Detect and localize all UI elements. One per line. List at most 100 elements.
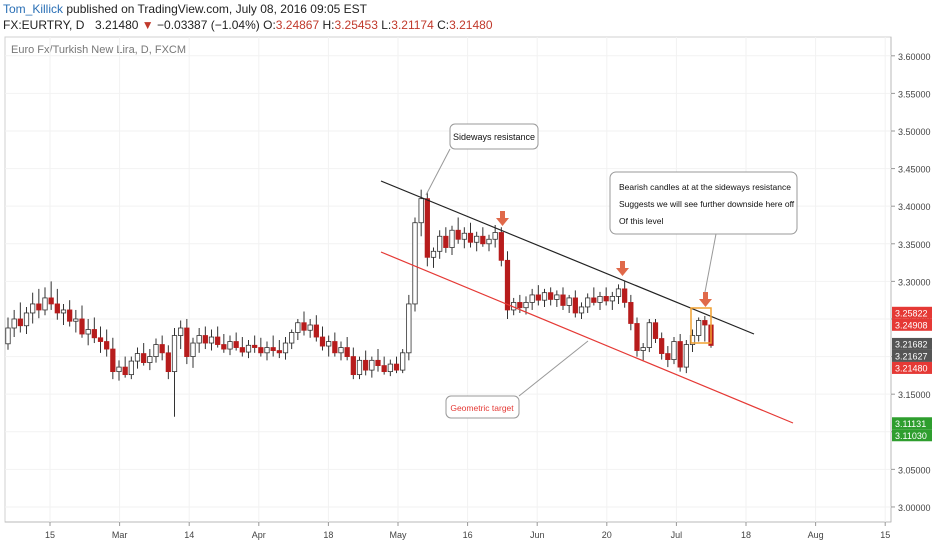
bearish-candle[interactable] [498, 227, 504, 267]
bearish-candle[interactable] [276, 340, 282, 359]
bearish-candle[interactable] [652, 318, 659, 344]
bearish-candle[interactable] [677, 334, 683, 372]
callout-sideways-resistance[interactable] [449, 123, 539, 150]
bullish-candle[interactable] [326, 335, 332, 357]
bearish-candle[interactable] [159, 335, 165, 361]
down-arrow-icon[interactable] [699, 292, 712, 307]
bullish-candle[interactable] [289, 329, 295, 350]
bullish-candle[interactable] [671, 337, 677, 365]
bullish-candle[interactable] [640, 343, 646, 361]
callout-geometric-target[interactable] [445, 395, 520, 419]
bullish-candle[interactable] [646, 318, 652, 353]
bearish-candle[interactable] [659, 332, 665, 360]
bullish-candle[interactable] [566, 294, 572, 313]
down-arrow-icon[interactable] [616, 261, 629, 276]
bullish-candle[interactable] [486, 234, 492, 252]
bearish-candle[interactable] [504, 251, 511, 319]
bullish-candle[interactable] [529, 288, 535, 310]
bearish-candle[interactable] [239, 337, 245, 357]
bullish-candle[interactable] [295, 318, 301, 341]
bearish-candle[interactable] [110, 337, 116, 380]
target-trendline[interactable] [380, 251, 794, 424]
bullish-candle[interactable] [116, 360, 122, 381]
bearish-candle[interactable] [215, 326, 221, 348]
bullish-candle[interactable] [492, 224, 498, 248]
bearish-candle[interactable] [258, 337, 264, 357]
bearish-candle[interactable] [141, 343, 147, 366]
bullish-candle[interactable] [282, 337, 289, 360]
bearish-candle[interactable] [560, 287, 566, 310]
bullish-candle[interactable] [696, 317, 702, 342]
bearish-candle[interactable] [313, 315, 319, 342]
bullish-candle[interactable] [227, 335, 233, 356]
bullish-candle[interactable] [60, 303, 67, 325]
bullish-candle[interactable] [196, 328, 202, 353]
bearish-candle[interactable] [702, 315, 708, 342]
bearish-candle[interactable] [104, 329, 110, 357]
bullish-candle[interactable] [597, 291, 603, 310]
bearish-candle[interactable] [393, 356, 400, 374]
bullish-candle[interactable] [615, 284, 622, 304]
bullish-candle[interactable] [190, 337, 196, 368]
bullish-candle[interactable] [449, 225, 455, 256]
time-axis[interactable]: 15 Mar 14 Apr 18 May 16 Jun 20 Jul 18 Aug 15 [45, 37, 890, 540]
bullish-candle[interactable] [338, 341, 344, 361]
bearish-candle[interactable] [480, 227, 486, 247]
bearish-candle[interactable] [301, 311, 307, 336]
bullish-candle[interactable] [134, 347, 141, 369]
bearish-candle[interactable] [443, 227, 449, 253]
bullish-candle[interactable] [609, 291, 615, 310]
bullish-candle[interactable] [5, 317, 11, 350]
bearish-candle[interactable] [572, 290, 578, 318]
bullish-candle[interactable] [171, 328, 178, 417]
bullish-candle[interactable] [147, 349, 153, 371]
author-link[interactable]: Tom_Killick [3, 2, 64, 16]
down-arrow-icon[interactable] [496, 211, 509, 226]
bearish-candle[interactable] [54, 288, 60, 320]
bullish-candle[interactable] [541, 288, 548, 307]
bullish-candle[interactable] [307, 318, 313, 338]
highlight-box[interactable] [690, 307, 712, 344]
bullish-candle[interactable] [430, 247, 437, 268]
bearish-candle[interactable] [350, 347, 356, 380]
bearish-candle[interactable] [381, 356, 387, 375]
bullish-candle[interactable] [178, 320, 184, 350]
bearish-candle[interactable] [79, 305, 85, 338]
bearish-candle[interactable] [424, 192, 430, 267]
bearish-candle[interactable] [591, 287, 597, 306]
bullish-candle[interactable] [85, 318, 91, 346]
bullish-candle[interactable] [406, 294, 412, 361]
bullish-candle[interactable] [42, 287, 48, 316]
bullish-candle[interactable] [153, 338, 159, 363]
bullish-candle[interactable] [245, 340, 252, 359]
bearish-candle[interactable] [634, 317, 640, 357]
bearish-candle[interactable] [332, 332, 338, 357]
bearish-candle[interactable] [344, 337, 350, 361]
bullish-candle[interactable] [554, 290, 560, 307]
bullish-candle[interactable] [437, 230, 443, 259]
bearish-candle[interactable] [665, 346, 671, 368]
bearish-candle[interactable] [36, 288, 42, 319]
bullish-candle[interactable] [356, 356, 363, 380]
bullish-candle[interactable] [412, 217, 418, 312]
bearish-candle[interactable] [628, 294, 634, 331]
bullish-candle[interactable] [264, 341, 270, 361]
callout-bearish-candles[interactable] [609, 171, 798, 235]
bearish-candle[interactable] [252, 335, 258, 353]
bullish-candle[interactable] [128, 356, 134, 380]
bullish-candle[interactable] [461, 227, 467, 249]
bullish-candle[interactable] [523, 296, 529, 315]
bullish-candle[interactable] [11, 309, 17, 338]
bearish-candle[interactable] [67, 300, 73, 327]
bearish-candle[interactable] [165, 345, 171, 380]
bearish-candle[interactable] [122, 356, 128, 378]
bearish-candle[interactable] [467, 222, 474, 248]
bullish-candle[interactable] [30, 292, 36, 324]
bullish-candle[interactable] [387, 359, 393, 377]
bearish-candle[interactable] [91, 317, 97, 344]
bearish-candle[interactable] [184, 318, 190, 365]
bullish-candle[interactable] [369, 356, 375, 378]
bearish-candle[interactable] [270, 335, 276, 357]
bearish-candle[interactable] [319, 326, 326, 351]
bearish-candle[interactable] [17, 302, 23, 333]
